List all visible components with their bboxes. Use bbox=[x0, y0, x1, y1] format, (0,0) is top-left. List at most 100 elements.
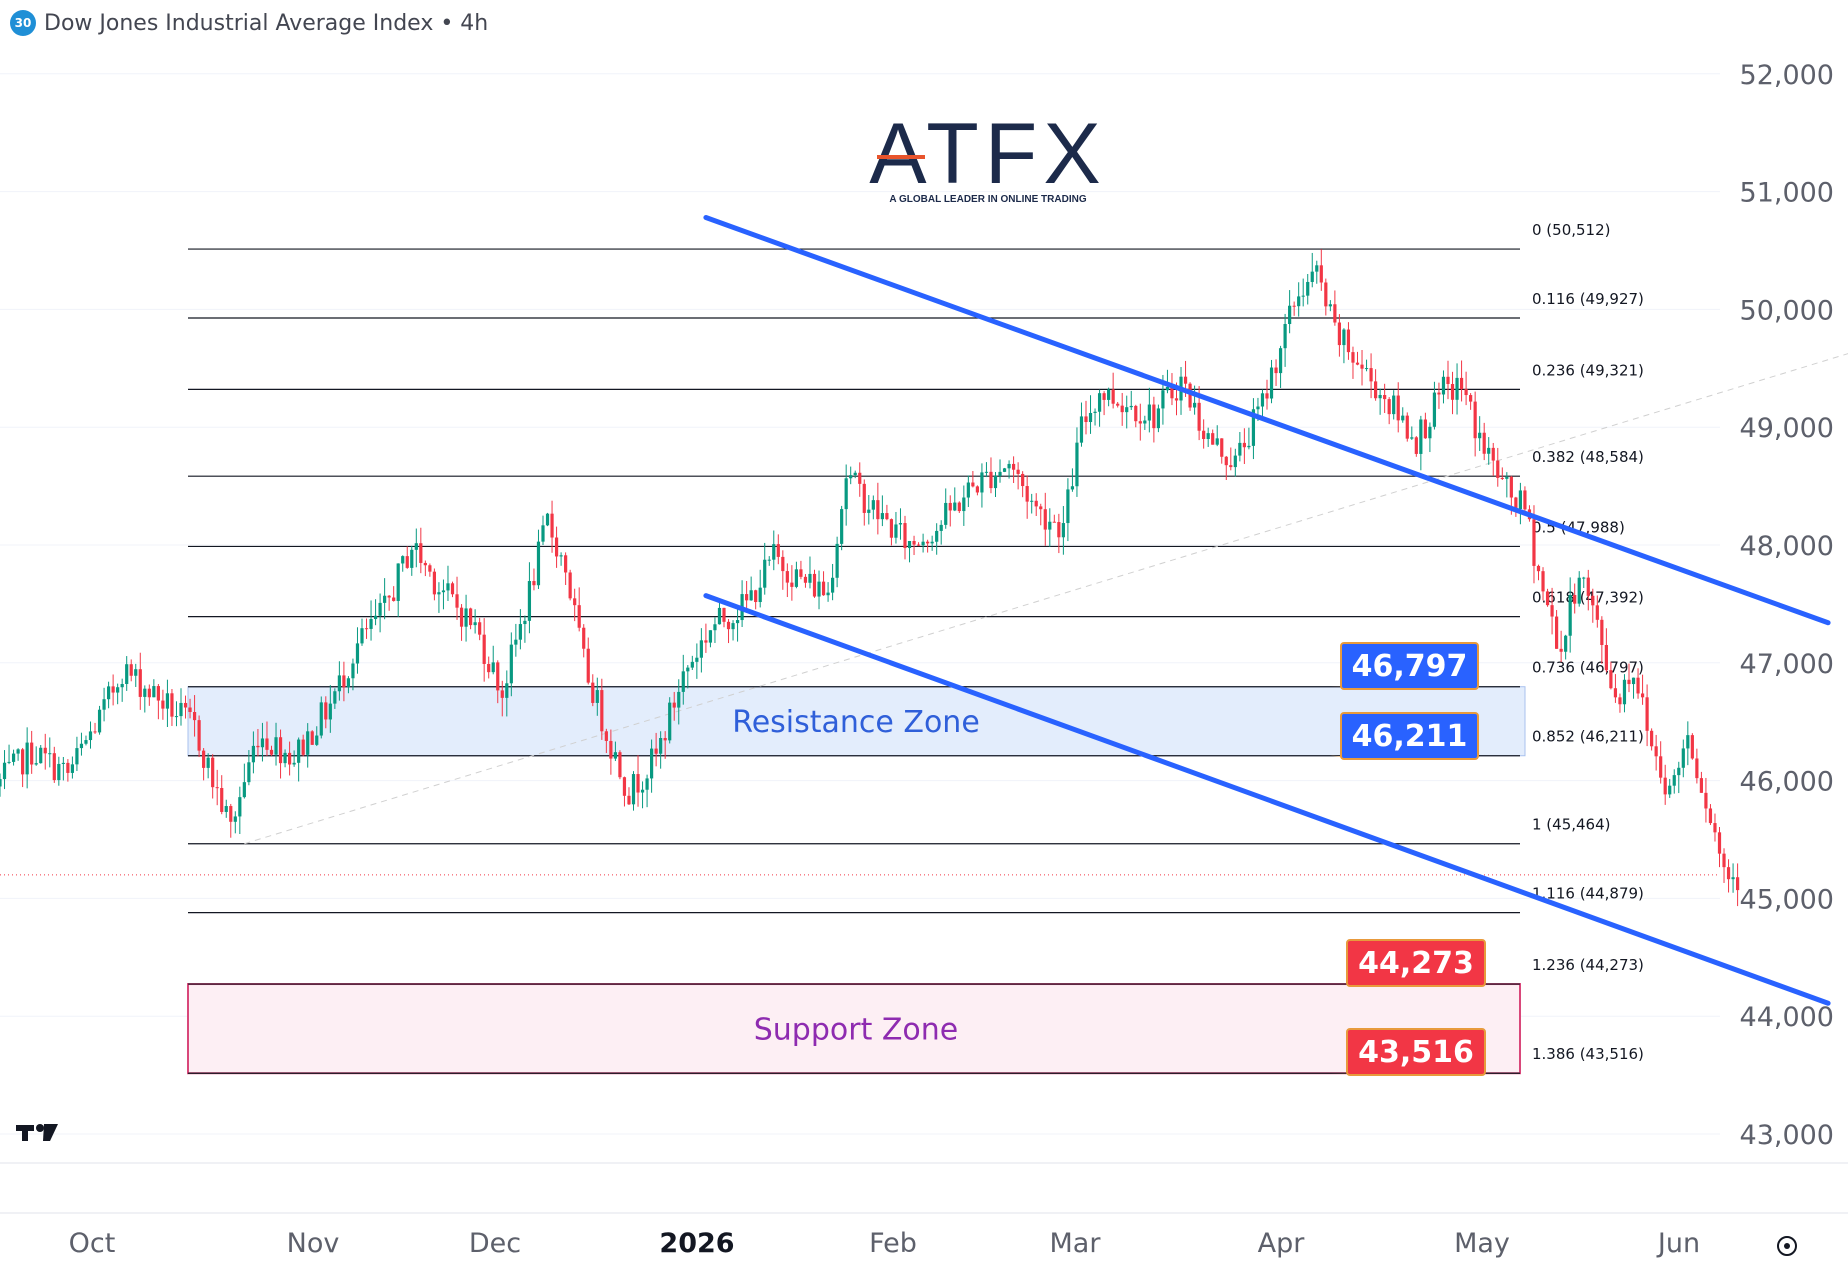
candle-down bbox=[364, 628, 369, 630]
candle-up bbox=[1478, 432, 1482, 439]
candle-down bbox=[1351, 352, 1355, 363]
candle-down bbox=[1586, 577, 1590, 596]
channel-line-lower[interactable] bbox=[703, 593, 1831, 1006]
candle-up bbox=[1668, 785, 1672, 795]
candle-down bbox=[1152, 404, 1156, 429]
candle-down bbox=[1446, 376, 1450, 384]
candle-down bbox=[496, 662, 500, 691]
candle-down bbox=[1437, 392, 1441, 395]
candle-down bbox=[405, 556, 409, 568]
candle-down bbox=[573, 598, 577, 606]
candle-down bbox=[1450, 383, 1455, 400]
candle-down bbox=[912, 540, 916, 545]
atfx-logo: ATFX A GLOBAL LEADER IN ONLINE TRADING bbox=[869, 106, 1100, 205]
candle-down bbox=[197, 720, 201, 751]
candle-down bbox=[432, 571, 436, 595]
candle-up bbox=[735, 620, 740, 624]
candle-up bbox=[306, 731, 310, 755]
candle-up bbox=[2, 762, 7, 780]
candle-up bbox=[1622, 679, 1627, 705]
candle-up bbox=[1070, 486, 1075, 490]
resistance-zone-label: Resistance Zone bbox=[732, 705, 980, 740]
candle-up bbox=[767, 559, 771, 561]
candle-up bbox=[1238, 442, 1242, 456]
candle-down bbox=[211, 757, 215, 788]
candles-layer bbox=[0, 249, 1740, 907]
channel-line-upper[interactable] bbox=[703, 215, 1831, 626]
candle-up bbox=[980, 472, 984, 493]
chart-header: 30 Dow Jones Industrial Average Index • … bbox=[10, 8, 488, 38]
price-callout[interactable] bbox=[1346, 939, 1486, 987]
fib-level-label: 0.236 (49,321) bbox=[1532, 361, 1644, 379]
candle-up bbox=[25, 742, 29, 775]
fib-level-label: 1.236 (44,273) bbox=[1532, 956, 1644, 974]
candle-down bbox=[278, 737, 283, 764]
candle-up bbox=[808, 573, 812, 583]
candle-up bbox=[70, 764, 74, 773]
symbol-badge[interactable]: 30 bbox=[10, 10, 36, 36]
candle-down bbox=[1188, 383, 1192, 408]
x-tick-label: Feb bbox=[869, 1228, 917, 1259]
candle-up bbox=[831, 577, 835, 593]
candle-up bbox=[645, 778, 649, 790]
x-tick-label: Oct bbox=[69, 1228, 116, 1259]
price-callout[interactable] bbox=[1340, 712, 1479, 760]
candle-up bbox=[1401, 415, 1405, 421]
candle-down bbox=[301, 739, 305, 755]
candle-up bbox=[1147, 404, 1151, 421]
candle-down bbox=[215, 787, 219, 789]
candle-up bbox=[1505, 476, 1509, 479]
candle-up bbox=[333, 691, 337, 704]
candle-up bbox=[1161, 390, 1165, 409]
candle-down bbox=[754, 590, 758, 603]
candle-up bbox=[1378, 395, 1382, 399]
x-tick-label: Nov bbox=[287, 1228, 340, 1259]
candle-down bbox=[903, 523, 907, 549]
candle-up bbox=[871, 500, 875, 510]
candle-down bbox=[482, 634, 486, 664]
candle-down bbox=[1627, 679, 1631, 685]
candle-down bbox=[1722, 853, 1726, 868]
y-axis[interactable]: 43,000 44,000 45,000 46,000 47,000 48,000 49,0… bbox=[1740, 60, 1834, 1151]
symbol-title[interactable]: Dow Jones Industrial Average Index • 4h bbox=[44, 10, 489, 36]
candle-up bbox=[464, 608, 468, 627]
candle-down bbox=[1012, 463, 1016, 470]
candle-down bbox=[1726, 867, 1731, 880]
candle-down bbox=[1659, 756, 1663, 778]
candle-up bbox=[518, 624, 522, 640]
candle-up bbox=[247, 762, 251, 783]
candle-down bbox=[1405, 415, 1409, 439]
chart-settings-icon[interactable] bbox=[1777, 1236, 1797, 1256]
fib-level-label: 1.116 (44,879) bbox=[1532, 885, 1644, 903]
candle-down bbox=[147, 688, 151, 698]
candle-up bbox=[640, 789, 645, 793]
price-callout[interactable] bbox=[1346, 1028, 1486, 1076]
candle-down bbox=[1591, 595, 1595, 606]
candle-up bbox=[523, 620, 527, 625]
candle-up bbox=[97, 709, 102, 733]
candle-down bbox=[989, 471, 993, 489]
candle-down bbox=[1532, 519, 1536, 566]
candle-down bbox=[1473, 401, 1477, 439]
candle-up bbox=[328, 703, 332, 720]
tradingview-logo bbox=[16, 1124, 58, 1141]
candle-down bbox=[1704, 792, 1708, 809]
price-callouts: 46,797 46,211 44,273 43,516 bbox=[1330, 642, 1486, 1076]
candle-down bbox=[1559, 648, 1563, 652]
x-axis[interactable]: Oct Nov Dec 2026 Feb Mar Apr May Jun bbox=[69, 1228, 1700, 1259]
candle-up bbox=[695, 657, 699, 662]
candle-up bbox=[1061, 523, 1065, 538]
candle-down bbox=[1509, 476, 1513, 498]
candle-up bbox=[1288, 305, 1292, 325]
candle-up bbox=[1631, 677, 1636, 685]
candle-up bbox=[179, 702, 183, 717]
candle-up bbox=[930, 541, 934, 544]
candle-down bbox=[916, 544, 921, 546]
candle-up bbox=[473, 622, 477, 626]
candle-up bbox=[509, 644, 513, 684]
price-callout[interactable] bbox=[1340, 642, 1479, 690]
candle-up bbox=[134, 669, 138, 676]
candle-down bbox=[1663, 777, 1667, 795]
candle-up bbox=[224, 806, 228, 812]
